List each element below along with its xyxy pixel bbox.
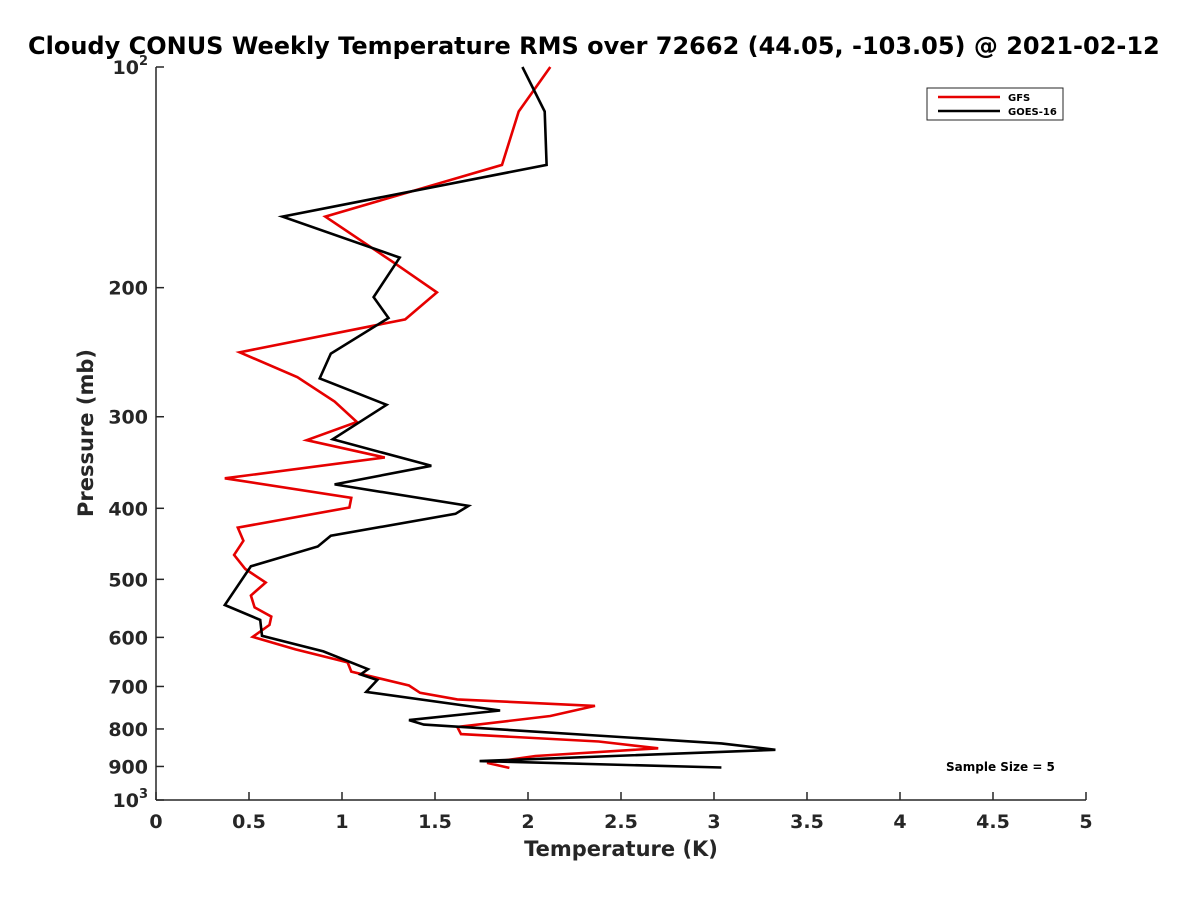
series-line-goes-16 <box>222 66 776 769</box>
x-tick-label: 4.5 <box>976 811 1010 833</box>
y-tick-label: 700 <box>108 676 148 698</box>
y-tick-label-base: 600 <box>108 627 148 649</box>
y-tick-label-base: 500 <box>108 569 148 591</box>
x-tick-label: 2 <box>521 811 534 833</box>
y-tick-label-base: 700 <box>108 676 148 698</box>
legend: GFS GOES-16 <box>926 87 1064 121</box>
y-tick-label-base: 900 <box>108 756 148 778</box>
y-tick-label-exponent: 3 <box>139 787 148 802</box>
x-tick-label: 0 <box>149 811 162 833</box>
x-tick-label: 1.5 <box>418 811 452 833</box>
y-tick-label: 400 <box>108 498 148 520</box>
x-tick-label: 4 <box>893 811 906 833</box>
y-tick-label: 800 <box>108 719 148 741</box>
series-line-gfs <box>224 66 659 770</box>
y-tick-label-base: 400 <box>108 498 148 520</box>
y-tick-label-base: 300 <box>108 407 148 429</box>
x-tick-label: 2.5 <box>604 811 638 833</box>
y-tick-label: 600 <box>108 627 148 649</box>
legend-label-gfs: GFS <box>1008 93 1030 104</box>
y-tick-label-base: 800 <box>108 719 148 741</box>
x-tick-label: 5 <box>1079 811 1092 833</box>
y-tick-label: 500 <box>108 569 148 591</box>
sample-size-annotation: Sample Size = 5 <box>946 760 1055 774</box>
x-axis-ticks: 0 0.5 1 1.5 2 2.5 3 3.5 4 4.5 5 <box>149 792 1093 833</box>
x-tick-label: 3 <box>707 811 720 833</box>
legend-box <box>926 87 1064 121</box>
x-tick-label: 1 <box>335 811 348 833</box>
x-tick-label: 0.5 <box>232 811 266 833</box>
y-tick-label: 300 <box>108 407 148 429</box>
y-tick-label-base: 200 <box>108 278 148 300</box>
chart-title: Cloudy CONUS Weekly Temperature RMS over… <box>28 32 1160 60</box>
y-axis-label: Pressure (mb) <box>74 349 98 517</box>
y-tick-label: 102 <box>113 54 149 79</box>
x-axis-label: Temperature (K) <box>524 837 718 861</box>
series-layer <box>222 66 776 770</box>
y-tick-label: 103 <box>113 787 149 812</box>
y-tick-label: 200 <box>108 278 148 300</box>
x-tick-label: 3.5 <box>790 811 824 833</box>
y-tick-label: 900 <box>108 756 148 778</box>
y-tick-label-base: 10 <box>113 790 139 812</box>
y-tick-label-exponent: 2 <box>139 54 148 69</box>
y-tick-label-base: 10 <box>113 57 139 79</box>
legend-label-goes-16: GOES-16 <box>1008 107 1057 118</box>
